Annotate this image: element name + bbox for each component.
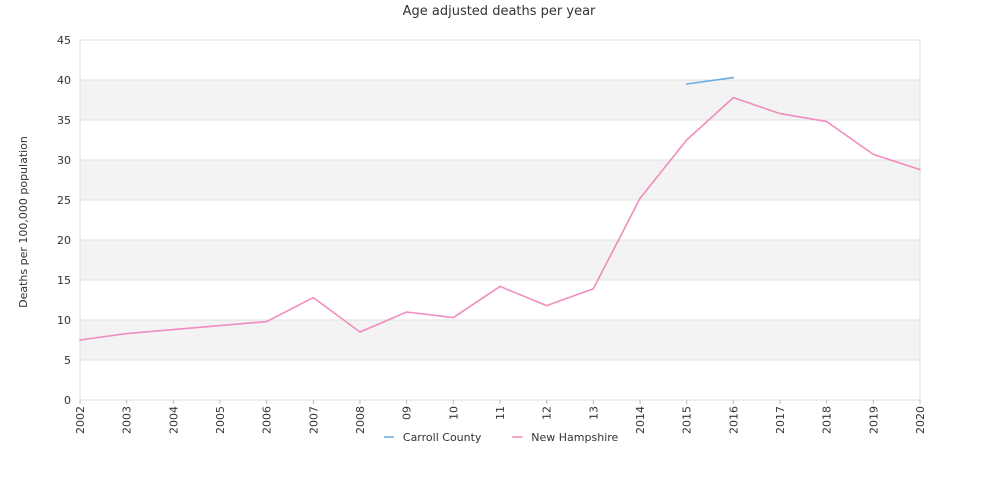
y-axis-ticks: 0 5 10 15 20 25 30 35 40 45 <box>57 34 71 407</box>
y-tick-label: 40 <box>57 74 71 87</box>
x-tick-label: 2018 <box>821 406 834 434</box>
x-tick-label: 2002 <box>74 406 87 434</box>
y-tick-label: 25 <box>57 194 71 207</box>
series-lines <box>79 76 921 341</box>
x-tick-label: 2008 <box>354 406 367 434</box>
y-tick-label: 10 <box>57 314 71 327</box>
series-line-carroll-county <box>685 76 735 85</box>
y-tick-label: 5 <box>64 354 71 367</box>
y-axis-label: Deaths per 100,000 population <box>17 136 30 308</box>
y-tick-label: 15 <box>57 274 71 287</box>
legend-label: Carroll County <box>403 431 482 444</box>
series-line-new-hampshire <box>79 96 921 341</box>
x-tick-label: 2005 <box>214 406 227 434</box>
x-tick-label: 2017 <box>774 406 787 434</box>
legend-label: New Hampshire <box>531 431 618 444</box>
grid-lines <box>80 39 920 401</box>
x-tick-label: 2003 <box>121 406 134 434</box>
x-tick-label: 13 <box>587 406 600 420</box>
x-tick-label: 2020 <box>914 406 927 434</box>
grid-bands <box>80 40 920 400</box>
chart-title: Age adjusted deaths per year <box>403 4 596 19</box>
x-axis-ticks: 2002 2003 2004 2005 2006 2007 2008 09 10 11 12 13 20… <box>74 400 927 434</box>
grid-band <box>80 80 920 120</box>
grid-band <box>80 160 920 200</box>
x-tick-label: 12 <box>541 406 554 420</box>
grid-band <box>80 40 920 80</box>
x-tick-label: 2004 <box>167 406 180 434</box>
y-tick-label: 0 <box>64 394 71 407</box>
x-tick-label: 2006 <box>261 406 274 434</box>
x-tick-label: 2014 <box>634 406 647 434</box>
x-tick-label: 09 <box>401 406 414 420</box>
legend: Carroll County New Hampshire <box>383 431 619 444</box>
y-tick-label: 30 <box>57 154 71 167</box>
grid-band <box>80 120 920 160</box>
x-tick-label: 2015 <box>681 406 694 434</box>
x-tick-label: 10 <box>447 406 460 420</box>
y-tick-label: 35 <box>57 114 71 127</box>
grid-band <box>80 200 920 240</box>
grid-band <box>80 240 920 280</box>
x-tick-label: 2019 <box>867 406 880 434</box>
x-tick-label: 2016 <box>727 406 740 434</box>
x-tick-label: 2007 <box>307 406 320 434</box>
y-tick-label: 45 <box>57 34 71 47</box>
y-tick-label: 20 <box>57 234 71 247</box>
grid-band <box>80 320 920 360</box>
x-tick-label: 11 <box>494 406 507 420</box>
grid-band <box>80 360 920 400</box>
